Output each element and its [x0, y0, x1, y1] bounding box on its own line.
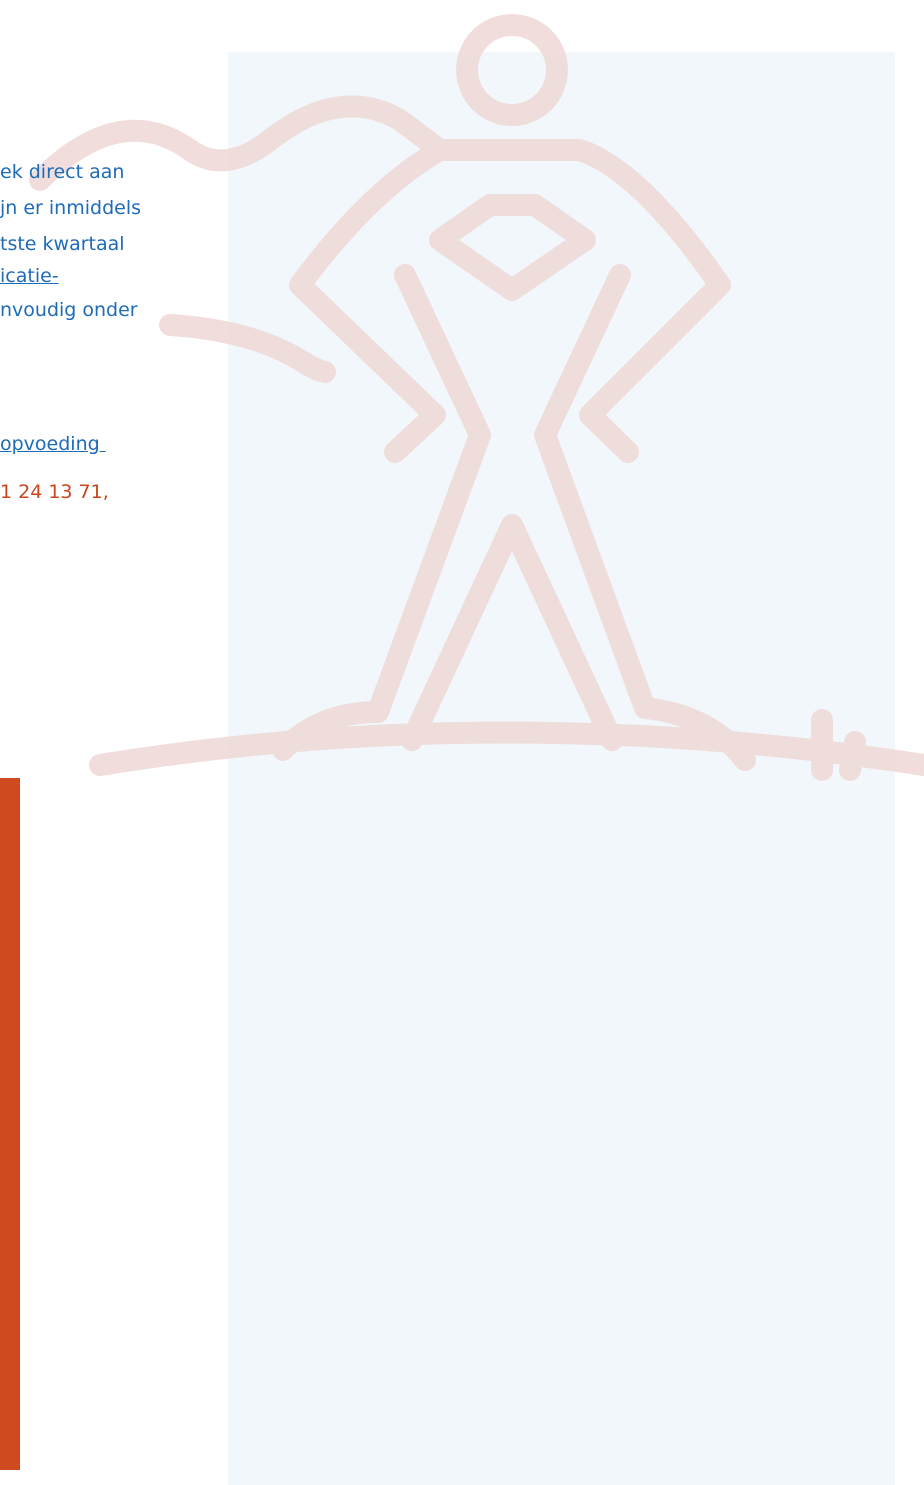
hero-illustration [0, 0, 924, 800]
text-line: tste kwartaal [0, 232, 125, 256]
text-link[interactable]: opvoeding [0, 432, 106, 456]
orange-block [0, 778, 20, 1470]
page: {"article": {"lines": ["ek direct aan", … [0, 0, 924, 1485]
phone-text: 1 24 13 71, [0, 480, 109, 504]
text-line: jn er inmiddels [0, 196, 141, 220]
text-link[interactable]: icatie- [0, 264, 59, 288]
text-line: nvoudig onder [0, 298, 138, 322]
text-line: ek direct aan [0, 160, 124, 184]
